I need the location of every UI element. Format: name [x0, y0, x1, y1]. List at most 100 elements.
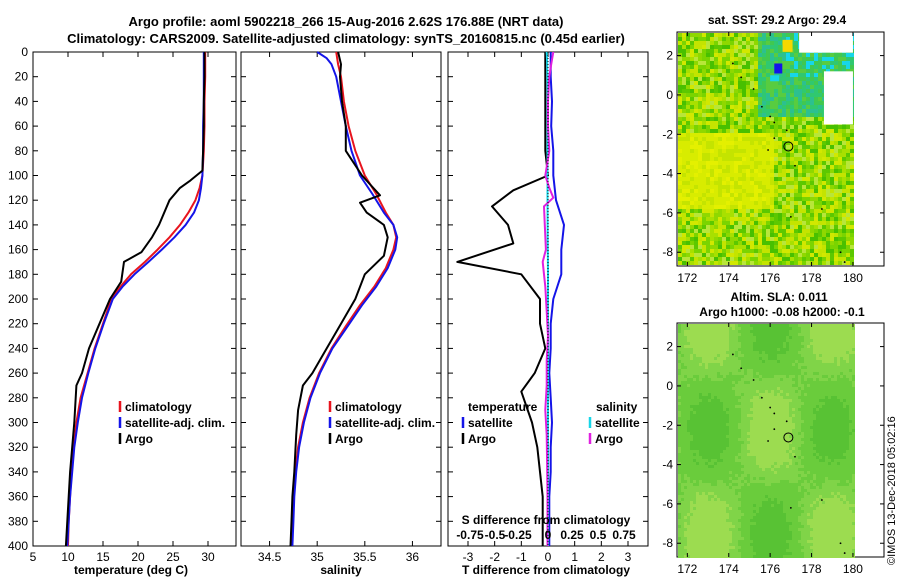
- map-cell: [714, 173, 718, 177]
- map-cell: [838, 161, 842, 165]
- map-cell: [828, 384, 831, 387]
- x-tick-label: 34.5: [258, 550, 282, 564]
- map-cell: [789, 345, 792, 348]
- map-cell: [806, 185, 810, 189]
- map-cell: [777, 411, 780, 414]
- map-cell: [714, 417, 717, 420]
- map-cell: [742, 97, 746, 101]
- map-cell: [702, 201, 706, 205]
- map-cell: [754, 49, 758, 53]
- map-cell: [810, 217, 814, 221]
- map-cell: [798, 133, 802, 137]
- map-cell: [681, 399, 684, 402]
- map-cell: [722, 169, 726, 173]
- map-cell: [690, 390, 693, 393]
- map-cell: [774, 37, 778, 41]
- map-cell: [849, 330, 852, 333]
- map-cell: [834, 396, 837, 399]
- map-cell: [770, 253, 774, 257]
- map-cell: [852, 426, 855, 429]
- map-cell: [750, 145, 754, 149]
- map-cell: [778, 117, 782, 121]
- map-cell: [822, 141, 826, 145]
- map-cell: [783, 327, 786, 330]
- map-cell: [852, 354, 855, 357]
- map-cell: [734, 161, 738, 165]
- map-cell: [806, 97, 810, 101]
- map-cell: [717, 423, 720, 426]
- map-cell: [734, 113, 738, 117]
- map-cell: [786, 414, 789, 417]
- map-cell: [762, 137, 766, 141]
- map-cell: [738, 345, 741, 348]
- map-cell: [766, 65, 770, 69]
- map-cell: [826, 129, 830, 133]
- map-cell: [834, 217, 838, 221]
- map-cell: [826, 213, 830, 217]
- map-cell: [729, 372, 732, 375]
- map-cell: [826, 221, 830, 225]
- map-cell: [746, 85, 750, 89]
- map-cell: [690, 181, 694, 185]
- map-cell: [837, 324, 840, 327]
- map-cell: [726, 153, 730, 157]
- map-cell: [678, 41, 682, 45]
- map-cell: [806, 69, 810, 73]
- map-cell: [711, 351, 714, 354]
- map-cell: [816, 360, 819, 363]
- map-cell: [732, 399, 735, 402]
- map-cell: [738, 141, 742, 145]
- map-cell: [684, 372, 687, 375]
- map-cell: [778, 41, 782, 45]
- map-cell: [722, 225, 726, 229]
- map-cell: [693, 357, 696, 360]
- map-cell: [837, 417, 840, 420]
- map-cell: [756, 366, 759, 369]
- map-cell: [850, 129, 854, 133]
- map-cell: [698, 53, 702, 57]
- map-cell: [711, 387, 714, 390]
- map-cell: [774, 363, 777, 366]
- map-cell: [819, 408, 822, 411]
- map-cell: [732, 426, 735, 429]
- map-cell: [702, 221, 706, 225]
- map-cell: [786, 213, 790, 217]
- map-cell: [834, 408, 837, 411]
- map-cell: [730, 65, 734, 69]
- map-cell: [840, 345, 843, 348]
- map-cell: [814, 161, 818, 165]
- map-cell: [810, 393, 813, 396]
- map-cell: [746, 193, 750, 197]
- map-cell: [750, 387, 753, 390]
- map-cell: [798, 165, 802, 169]
- map-cell: [774, 357, 777, 360]
- map-cell: [825, 369, 828, 372]
- map-cell: [814, 53, 818, 57]
- map-cell: [726, 229, 730, 233]
- map-cell: [706, 73, 710, 77]
- map-cell: [768, 378, 771, 381]
- map-cell: [789, 378, 792, 381]
- island-marker: [767, 149, 769, 151]
- map-cell: [706, 233, 710, 237]
- map-cell: [801, 366, 804, 369]
- map-cell: [816, 399, 819, 402]
- map-cell: [789, 339, 792, 342]
- map-cell: [753, 363, 756, 366]
- map-cell: [804, 336, 807, 339]
- map-cell: [786, 387, 789, 390]
- map-cell: [778, 153, 782, 157]
- map-cell: [814, 189, 818, 193]
- map-cell: [702, 93, 706, 97]
- map-cell: [717, 357, 720, 360]
- map-cell: [807, 351, 810, 354]
- map-cell: [822, 189, 826, 193]
- map-cell: [687, 429, 690, 432]
- map-cell: [718, 49, 722, 53]
- map-cell: [771, 408, 774, 411]
- map-cell: [696, 342, 699, 345]
- map-cell: [807, 327, 810, 330]
- map-cell: [742, 113, 746, 117]
- map-cell: [750, 229, 754, 233]
- map-cell: [822, 354, 825, 357]
